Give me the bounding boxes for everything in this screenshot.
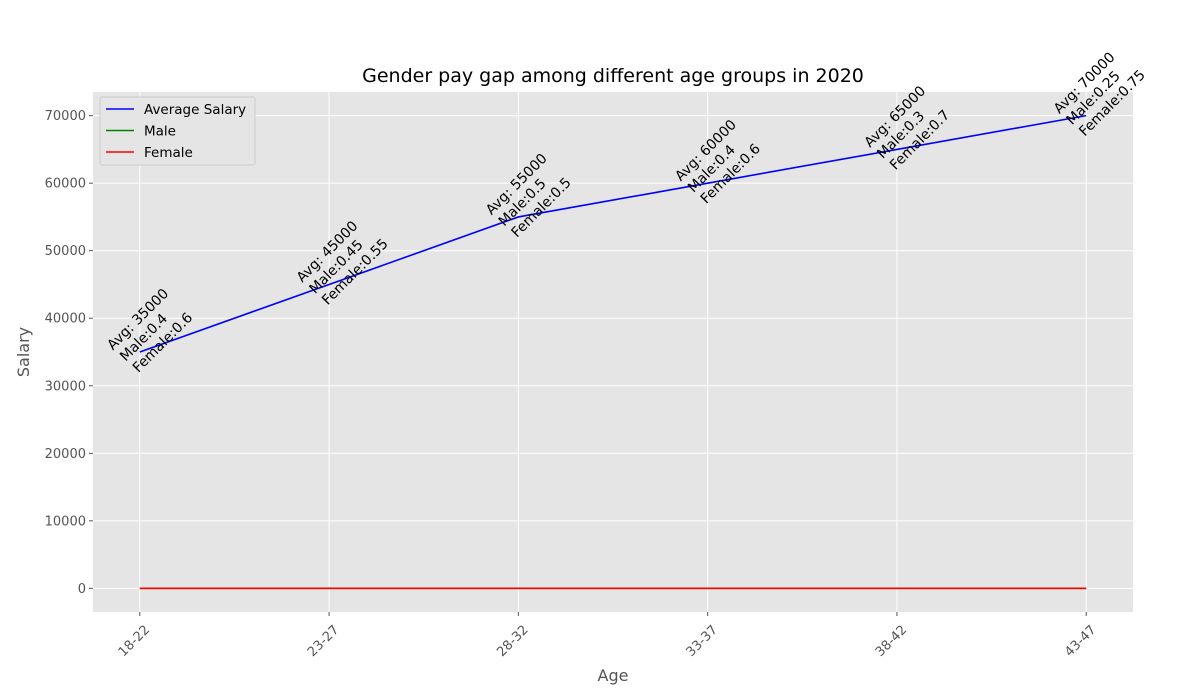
y-tick-label: 30000 xyxy=(45,379,86,394)
y-axis-label: Salary xyxy=(14,327,33,377)
chart-title: Gender pay gap among different age group… xyxy=(362,65,864,87)
plot-area xyxy=(93,92,1133,612)
y-tick-label: 40000 xyxy=(45,312,86,327)
legend-box xyxy=(99,96,256,166)
y-axis: 0 10000 20000 30000 40000 50000 60000 70000 xyxy=(45,109,93,597)
legend-label-female: Female xyxy=(144,145,193,161)
x-tick-label: 33-37 xyxy=(684,623,721,660)
x-tick-label: 28-32 xyxy=(494,623,531,660)
grid xyxy=(93,92,1133,612)
x-tick-label: 18-22 xyxy=(116,623,153,660)
x-tick-label: 43-47 xyxy=(1062,623,1099,660)
x-tick-label: 38-42 xyxy=(873,623,910,660)
y-tick-label: 10000 xyxy=(45,514,86,529)
series-line-average-salary xyxy=(139,114,1087,353)
y-tick-label: 60000 xyxy=(45,177,86,192)
y-tick-label: 0 xyxy=(78,582,86,597)
y-tick-label: 50000 xyxy=(45,244,86,259)
legend-label-male: Male xyxy=(144,123,176,139)
x-tick-label: 23-27 xyxy=(305,623,342,660)
legend: Average Salary Male Female xyxy=(99,96,256,166)
x-axis-label: Age xyxy=(598,666,629,685)
series-layer xyxy=(139,114,1087,590)
x-axis: 18-22 23-27 28-32 33-37 38-42 43-47 xyxy=(116,612,1099,660)
y-tick-label: 70000 xyxy=(45,109,86,124)
y-tick-label: 20000 xyxy=(45,447,86,462)
legend-label-average-salary: Average Salary xyxy=(144,102,246,118)
